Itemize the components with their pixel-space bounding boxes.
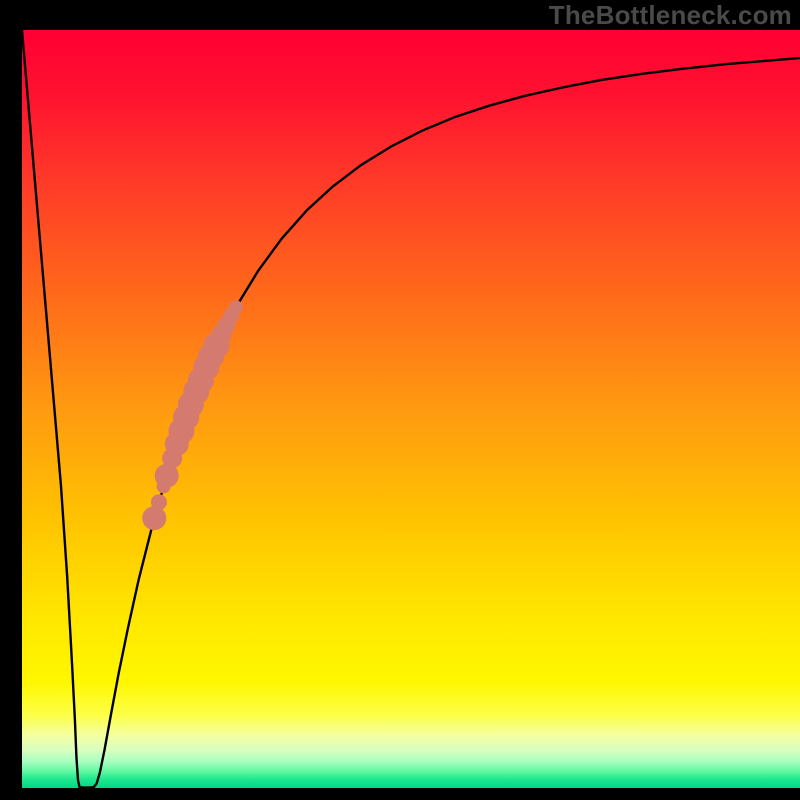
chart-root: TheBottleneck.com xyxy=(0,0,800,800)
plot-area xyxy=(22,30,800,788)
watermark-text: TheBottleneck.com xyxy=(549,0,792,31)
